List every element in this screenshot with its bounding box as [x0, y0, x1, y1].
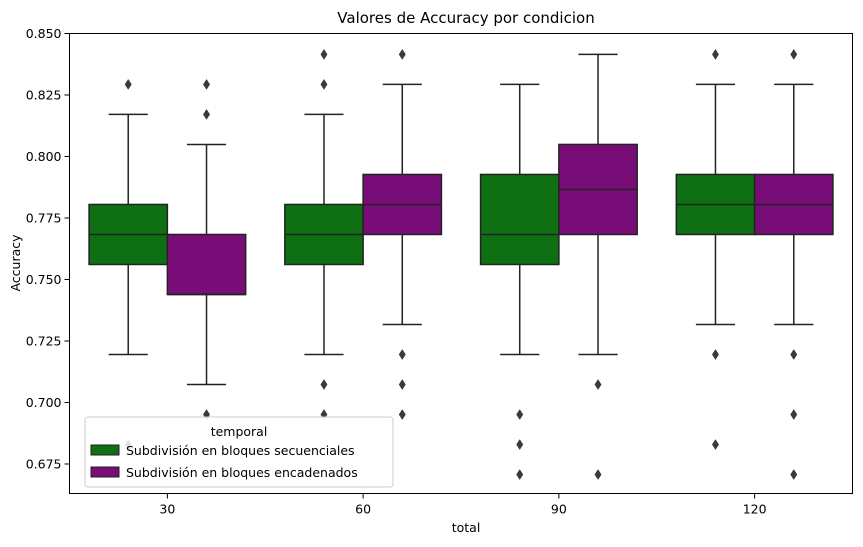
y-tick-label-0: 0.675 [26, 456, 62, 471]
outlier-encadenados-60-2 [398, 379, 406, 390]
outlier-secuenciales-90-2 [516, 469, 524, 481]
outlier-secuenciales-60-1 [320, 78, 328, 90]
outlier-encadenados-120-3 [790, 469, 798, 481]
iqr-box-secuenciales-90 [479, 173, 560, 266]
y-axis-title: Accuracy [8, 234, 23, 292]
y-axis: 0.675 0.700 0.725 0.750 0.775 0.800 0.825 0.850 [26, 26, 70, 471]
y-tick-label-5: 0.800 [26, 149, 62, 164]
outlier-encadenados-120-0 [790, 48, 798, 60]
y-tick-label-4: 0.775 [26, 210, 62, 225]
iqr-box-encadenados-30 [166, 233, 247, 296]
outlier-encadenados-60-3 [398, 409, 406, 421]
outlier-secuenciales-120-2 [711, 439, 719, 451]
outlier-encadenados-90-0 [594, 379, 602, 390]
legend: temporal Subdivisión en bloques secuenci… [84, 416, 394, 488]
x-axis: 30 60 90 120 [159, 493, 767, 517]
box-encadenados-120 [753, 48, 834, 481]
box-encadenados-30 [166, 78, 247, 421]
outlier-encadenados-60-1 [398, 349, 406, 360]
outlier-secuenciales-30-0 [124, 78, 132, 90]
legend-swatch-encadenados [90, 466, 120, 478]
x-axis-title: total [452, 520, 481, 535]
box-secuenciales-30 [88, 78, 169, 451]
y-tick-label-2: 0.725 [26, 333, 62, 348]
box-encadenados-60 [362, 48, 443, 421]
y-tick-label-1: 0.700 [26, 395, 62, 410]
legend-label-secuenciales: Subdivisión en bloques secuenciales [126, 443, 355, 458]
box-secuenciales-90 [479, 83, 560, 481]
x-tick-label-3: 120 [743, 502, 767, 517]
outlier-encadenados-30-1 [203, 108, 211, 120]
box-series-group [88, 48, 834, 481]
chart-title: Valores de Accuracy por condicion [337, 9, 594, 27]
outlier-encadenados-120-2 [790, 409, 798, 421]
x-tick-label-1: 60 [355, 502, 371, 517]
outlier-secuenciales-60-2 [320, 379, 328, 390]
x-tick-label-0: 30 [159, 502, 175, 517]
box-secuenciales-120 [675, 48, 756, 451]
y-tick-label-3: 0.750 [26, 272, 62, 287]
outlier-secuenciales-90-0 [516, 409, 524, 421]
outlier-encadenados-120-1 [790, 349, 798, 360]
box-encadenados-90 [558, 53, 638, 481]
outlier-secuenciales-60-0 [320, 48, 328, 60]
box-secuenciales-60 [284, 48, 364, 421]
outlier-encadenados-60-0 [398, 48, 406, 60]
outlier-encadenados-90-1 [594, 469, 602, 481]
legend-swatch-secuenciales [90, 444, 120, 456]
outlier-secuenciales-120-0 [711, 48, 719, 60]
legend-frame [84, 416, 394, 488]
legend-label-encadenados: Subdivisión en bloques encadenados [126, 465, 358, 480]
outlier-encadenados-30-0 [203, 78, 211, 90]
y-tick-label-6: 0.825 [26, 87, 62, 102]
outlier-secuenciales-90-1 [516, 439, 524, 451]
x-tick-label-2: 90 [551, 502, 567, 517]
y-tick-label-7: 0.850 [26, 26, 62, 41]
outlier-secuenciales-120-1 [711, 349, 719, 360]
plot-frame [69, 33, 853, 494]
legend-title: temporal [211, 424, 268, 439]
